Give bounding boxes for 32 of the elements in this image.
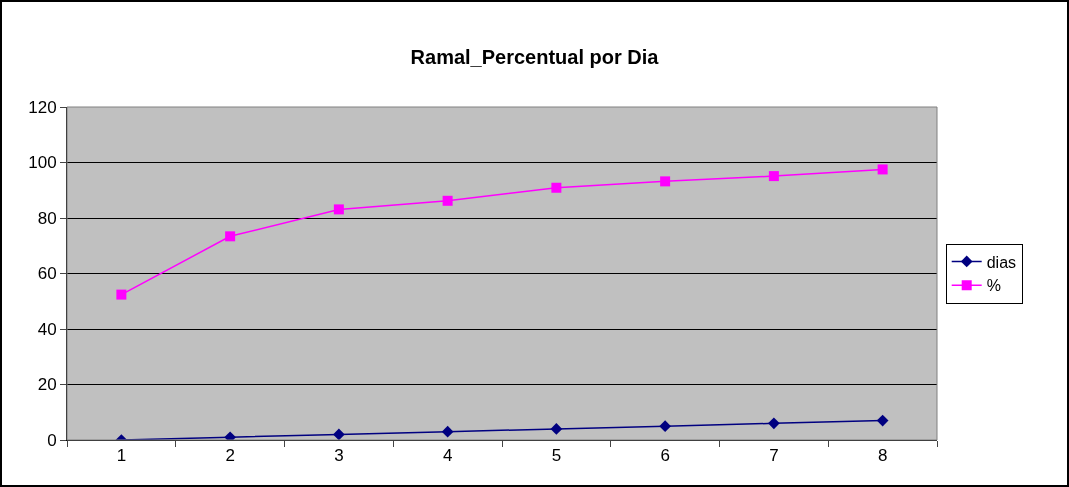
point xyxy=(768,417,780,430)
point xyxy=(116,289,127,300)
point xyxy=(441,425,454,438)
point xyxy=(333,428,345,440)
y-tick-label: 0 xyxy=(47,430,57,450)
x-tick-label: 1 xyxy=(116,446,127,466)
y-tick-label: 40 xyxy=(37,319,57,339)
x-tick-label: 8 xyxy=(877,446,888,466)
legend-label: dias xyxy=(986,253,1017,271)
chart-title: Ramal_Percentual por Dia xyxy=(410,46,660,69)
point xyxy=(768,171,779,182)
point xyxy=(876,414,889,427)
y-tick-label: 100 xyxy=(28,153,57,173)
y-tick-label: 120 xyxy=(28,97,57,117)
x-tick-label: 6 xyxy=(660,446,670,466)
point xyxy=(333,204,344,215)
point xyxy=(551,182,562,193)
x-tick-label: 7 xyxy=(769,446,779,466)
legend-label: % xyxy=(986,277,1001,295)
point xyxy=(659,420,671,432)
x-tick-label: 2 xyxy=(225,446,235,466)
point xyxy=(442,195,453,206)
y-tick-label: 60 xyxy=(37,264,57,284)
x-tick-label: 4 xyxy=(442,446,453,466)
point xyxy=(550,423,563,435)
y-tick-label: 20 xyxy=(37,375,57,395)
point xyxy=(877,164,888,175)
x-tick-label: 5 xyxy=(551,446,562,466)
point xyxy=(660,176,671,187)
y-tick-label: 80 xyxy=(37,208,57,228)
x-tick-label: 3 xyxy=(334,446,344,466)
point xyxy=(225,231,236,242)
